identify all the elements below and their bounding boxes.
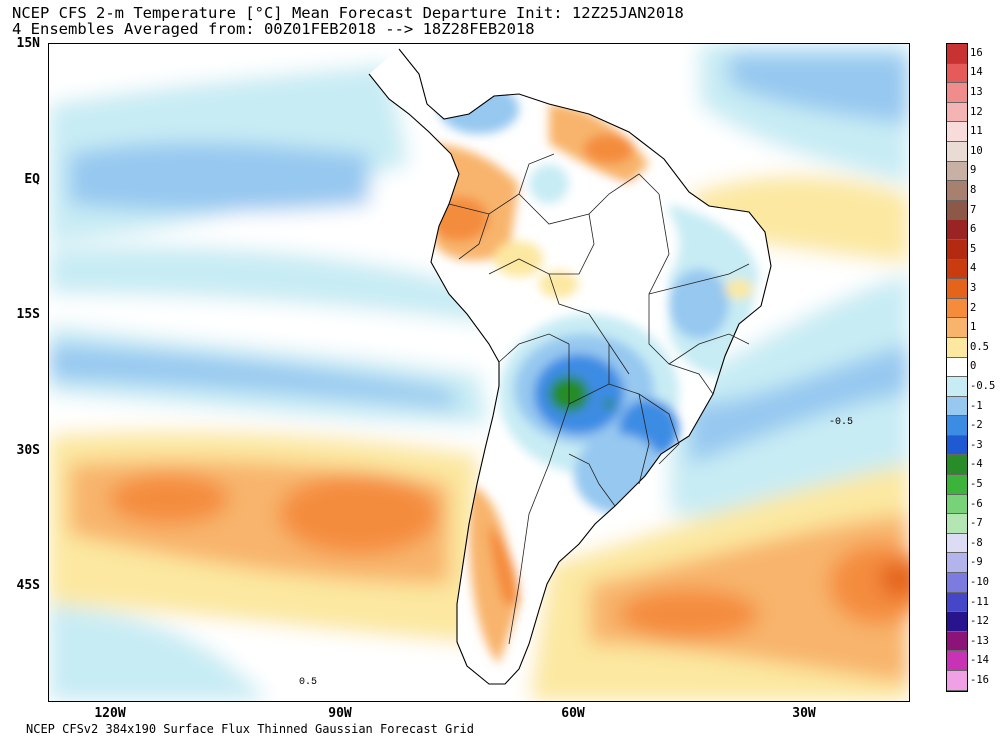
coastlines [368,48,772,685]
colorbar-swatch [947,44,967,64]
lat-label-15s: 15S [16,307,40,322]
colorbar-swatch [947,573,967,593]
colorbar-swatch [947,63,967,84]
colorbar-swatch [947,259,967,280]
colorbar-swatch [947,279,967,299]
colorbar-label: 8 [970,184,977,196]
colorbar-label: -1 [970,399,983,412]
map-labels: 0.5 -0.5 [299,417,853,688]
colorbar-swatch [947,83,967,103]
lat-label-45s: 45S [16,578,40,593]
colorbar-label: 14 [970,66,983,79]
colorbar-swatch [947,141,967,162]
colorbar-label: -2 [970,419,983,432]
colorbar-label: 4 [970,262,977,275]
colorbar-label: 0.5 [970,340,989,353]
colorbar-swatch [947,161,967,182]
colorbar-label: -16 [970,674,989,686]
colorbar-label: -6 [970,497,983,510]
colorbar-label: 11 [970,125,983,138]
lon-label-30w: 30W [792,706,816,721]
map-canvas: 0.5 -0.5 [49,44,909,701]
colorbar-swatch [947,357,967,378]
footer-grid-info: NCEP CFSv2 384x190 Surface Flux Thinned … [26,722,474,736]
colorbar-label: 9 [970,164,977,177]
lon-label-90w: 90W [328,706,352,721]
colorbar-label: -8 [970,536,983,549]
map-label-warm: 0.5 [299,677,317,688]
colorbar-swatch [947,122,967,142]
lat-label-15n: 15N [16,36,40,51]
colorbar-label: 7 [970,203,977,216]
map-label-cool: -0.5 [829,417,853,428]
colorbar-swatch [947,533,967,554]
chart-title-line2: 4 Ensembles Averaged from: 00Z01FEB2018 … [12,20,535,38]
colorbar-swatch [947,671,967,691]
chart-title-line1: NCEP CFS 2-m Temperature [°C] Mean Forec… [12,4,684,22]
lat-label-30s: 30S [16,443,40,458]
colorbar-swatch [947,435,967,456]
colorbar-swatch [947,514,967,534]
colorbar-swatch [947,220,967,240]
colorbar-label: 0 [970,360,977,373]
colorbar-swatch [947,318,967,338]
colorbar-label: -5 [970,478,983,490]
colorbar-label: -9 [970,556,983,569]
colorbar-swatch [947,455,967,476]
colorbar-swatch [947,494,967,515]
colorbar-swatch [947,553,967,574]
colorbar-label: 16 [970,46,983,59]
colorbar-label: -3 [970,438,983,451]
colorbar-swatch [947,592,967,613]
colorbar-label: -0.5 [970,380,996,392]
colorbar-swatch [947,239,967,260]
colorbar-swatch [947,102,967,123]
colorbar-label: 1 [970,321,977,334]
colorbar-swatch [947,475,967,495]
colorbar-label: 3 [970,282,977,294]
colorbar-label: -12 [970,615,989,628]
colorbar-swatch [947,396,967,417]
colorbar-label: 2 [970,301,977,314]
colorbar-swatch [947,631,967,652]
colorbar [946,43,968,692]
colorbar-swatch [947,612,967,632]
colorbar-swatch [947,377,967,397]
colorbar-label: -14 [970,654,989,667]
colorbar-swatch [947,200,967,221]
colorbar-swatch [947,181,967,201]
colorbar-swatch [947,337,967,358]
ocean-anomaly-field [49,44,909,701]
colorbar-swatch [947,416,967,436]
lon-label-60w: 60W [561,706,585,721]
lon-label-120w: 120W [94,706,126,721]
lat-label-eq: EQ [24,172,40,187]
colorbar-label: 5 [970,242,977,255]
colorbar-label: -11 [970,595,989,608]
temperature-anomaly-map: 0.5 -0.5 [48,43,910,702]
colorbar-label: -10 [970,576,989,588]
colorbar-label: -4 [970,458,983,471]
colorbar-label: 6 [970,223,977,236]
colorbar-label: 12 [970,105,983,118]
country-borders [448,153,750,645]
colorbar-label: 10 [970,144,983,157]
colorbar-label: -13 [970,634,989,647]
colorbar-label: 13 [970,86,983,98]
colorbar-label: -7 [970,517,983,530]
colorbar-swatch [947,651,967,671]
colorbar-swatch [947,298,967,319]
